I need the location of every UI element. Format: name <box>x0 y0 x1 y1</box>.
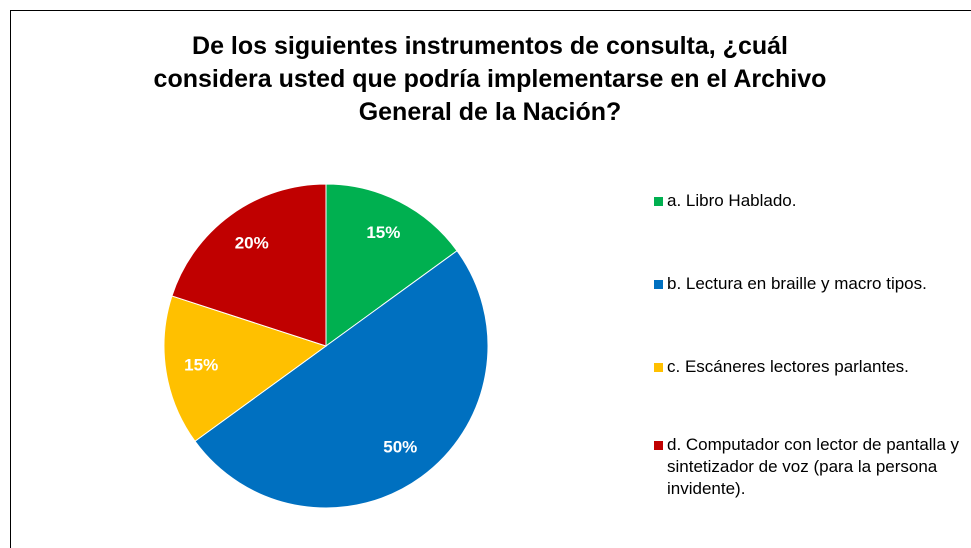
legend-item: a. Libro Hablado. <box>654 190 963 212</box>
pie-slice <box>163 295 328 442</box>
legend-label: b. Lectura en braille y macro tipos. <box>667 274 927 293</box>
pie-slice <box>171 183 327 347</box>
legend-item: c. Escáneres lectores parlantes. <box>654 356 963 378</box>
legend-label: c. Escáneres lectores parlantes. <box>667 357 909 376</box>
pie-slice <box>194 250 489 509</box>
pie-slice <box>325 183 458 347</box>
legend-item: b. Lectura en braille y macro tipos. <box>654 273 963 295</box>
chart-title: De los siguientes instrumentos de consul… <box>153 32 827 126</box>
legend-item: d. Computador con lector de pantalla y s… <box>654 434 963 500</box>
legend-swatch <box>654 197 663 206</box>
legend-label: d. Computador con lector de pantalla y s… <box>667 435 960 498</box>
legend-swatch <box>654 280 663 289</box>
chart-border <box>10 10 971 548</box>
legend-swatch <box>654 363 663 372</box>
data-label: 15% <box>184 355 218 374</box>
data-label: 50% <box>383 438 417 457</box>
data-label: 15% <box>366 223 400 242</box>
data-label: 20% <box>235 233 269 252</box>
legend-label: a. Libro Hablado. <box>667 191 797 210</box>
legend-swatch <box>654 441 663 450</box>
